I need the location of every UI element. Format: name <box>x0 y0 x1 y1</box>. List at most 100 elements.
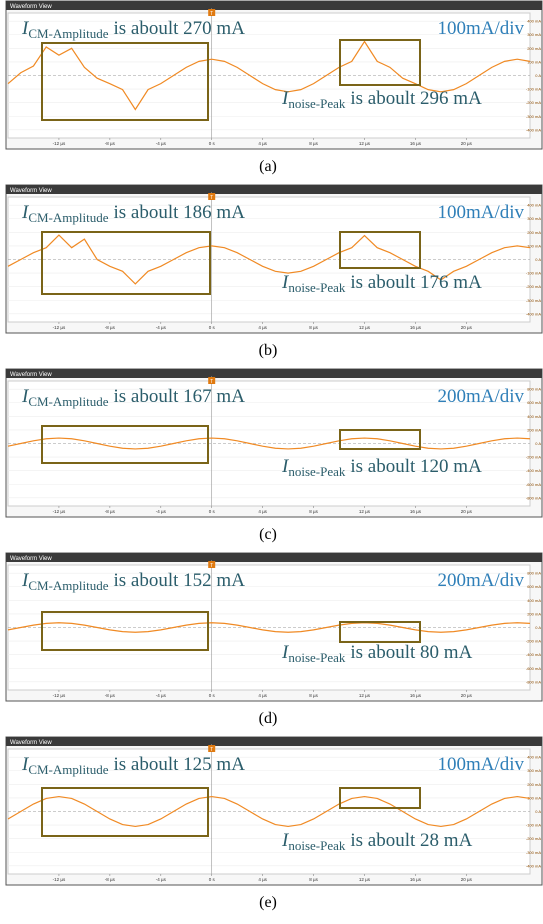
x-tick-label: -12 µs <box>53 325 66 330</box>
y-tick-label: -800 mA <box>526 679 541 684</box>
x-tick-label: 4 µs <box>258 509 267 514</box>
title-bar <box>6 1 542 10</box>
y-tick-label: 200 mA <box>527 46 541 51</box>
title-bar <box>6 737 542 746</box>
x-tick-label: 20 µs <box>461 877 473 882</box>
annotation-text: is aboult 125 mA <box>114 754 246 775</box>
y-tick-label: -200 mA <box>526 284 541 289</box>
y-tick-label: 0 A <box>535 73 541 78</box>
window-title: Waveform View <box>10 188 52 194</box>
y-tick-label: -100 mA <box>526 87 541 92</box>
caption: (e) <box>259 894 277 911</box>
trigger-label: T <box>210 747 213 753</box>
y-tick-label: 300 mA <box>527 216 541 221</box>
x-tick-label: 20 µs <box>461 141 473 146</box>
y-tick-label: 800 mA <box>527 387 541 392</box>
panel: Waveform View800 mA600 mA400 mA200 mA0 A… <box>6 369 542 543</box>
x-tick-label: 20 µs <box>461 509 473 514</box>
y-tick-label: -400 mA <box>526 468 541 473</box>
y-tick-label: -100 mA <box>526 823 541 828</box>
caption: (a) <box>259 158 277 175</box>
x-tick-label: 12 µs <box>359 877 371 882</box>
annotation-subscript: noise-Peak <box>288 96 346 111</box>
caption: (d) <box>259 710 278 727</box>
y-tick-label: 300 mA <box>527 768 541 773</box>
window-title: Waveform View <box>10 740 52 746</box>
x-tick-label: -8 µs <box>105 325 116 330</box>
y-tick-label: -100 mA <box>526 271 541 276</box>
x-tick-label: 8 µs <box>309 509 318 514</box>
scale-label: 100mA/div <box>437 754 524 775</box>
annotation-text: is aboult 120 mA <box>350 456 482 477</box>
x-tick-label: -4 µs <box>156 325 167 330</box>
x-tick-label: -4 µs <box>156 141 167 146</box>
y-tick-label: -300 mA <box>526 114 541 119</box>
y-tick-label: 100 mA <box>527 59 541 64</box>
annotation-subscript: CM-Amplitude <box>28 394 108 409</box>
y-tick-label: 200 mA <box>527 611 541 616</box>
x-tick-label: -4 µs <box>156 693 167 698</box>
scale-label: 100mA/div <box>437 18 524 39</box>
panel: Waveform View400 mA300 mA200 mA100 mA0 A… <box>6 1 542 175</box>
window-title: Waveform View <box>10 372 52 378</box>
x-tick-label: 12 µs <box>359 325 371 330</box>
y-tick-label: -200 mA <box>526 455 541 460</box>
y-tick-label: 0 A <box>535 625 541 630</box>
annotation-text: is aboult 80 mA <box>350 642 472 663</box>
annotation-text: is aboult 28 mA <box>350 830 472 851</box>
annotation-text: is aboult 176 mA <box>350 272 482 293</box>
trigger-label: T <box>210 11 213 17</box>
x-tick-label: 12 µs <box>359 141 371 146</box>
annotation-text: is aboult 167 mA <box>114 386 246 407</box>
panel: Waveform View400 mA300 mA200 mA100 mA0 A… <box>6 737 542 911</box>
x-tick-label: -12 µs <box>53 509 66 514</box>
trigger-label: T <box>210 195 213 201</box>
x-tick-label: 0 s <box>209 693 216 698</box>
title-bar <box>6 185 542 194</box>
title-bar <box>6 553 542 562</box>
window-title: Waveform View <box>10 556 52 562</box>
x-tick-label: 0 s <box>209 877 216 882</box>
y-tick-label: -200 mA <box>526 836 541 841</box>
y-tick-label: -300 mA <box>526 298 541 303</box>
y-tick-label: 0 A <box>535 441 541 446</box>
x-tick-label: 20 µs <box>461 693 473 698</box>
y-tick-label: 0 A <box>535 809 541 814</box>
scale-label: 100mA/div <box>437 202 524 223</box>
title-bar <box>6 369 542 378</box>
x-tick-label: 8 µs <box>309 877 318 882</box>
x-tick-label: 4 µs <box>258 877 267 882</box>
x-tick-label: -12 µs <box>53 141 66 146</box>
x-tick-label: -12 µs <box>53 877 66 882</box>
annotation-subscript: noise-Peak <box>288 280 346 295</box>
y-tick-label: 400 mA <box>527 598 541 603</box>
annotation-subscript: noise-Peak <box>288 464 346 479</box>
x-tick-label: -12 µs <box>53 693 66 698</box>
x-tick-label: 16 µs <box>410 877 422 882</box>
x-tick-label: 8 µs <box>309 141 318 146</box>
y-tick-label: 800 mA <box>527 571 541 576</box>
x-tick-label: 4 µs <box>258 141 267 146</box>
x-tick-label: -4 µs <box>156 509 167 514</box>
x-tick-label: -8 µs <box>105 141 116 146</box>
annotation-subscript: CM-Amplitude <box>28 578 108 593</box>
x-tick-label: 12 µs <box>359 693 371 698</box>
y-tick-label: 200 mA <box>527 782 541 787</box>
y-tick-label: 600 mA <box>527 584 541 589</box>
annotation-text: is aboult 186 mA <box>114 202 246 223</box>
y-tick-label: -200 mA <box>526 639 541 644</box>
scale-label: 200mA/div <box>437 386 524 407</box>
window-title: Waveform View <box>10 4 52 10</box>
y-tick-label: 200 mA <box>527 427 541 432</box>
y-tick-label: -300 mA <box>526 850 541 855</box>
panel: Waveform View 800 mA 600 mA 400 mA 200 mA 0 A… <box>6 553 542 727</box>
x-tick-label: 12 µs <box>359 509 371 514</box>
y-tick-label: 400 mA <box>527 19 541 24</box>
x-tick-label: 16 µs <box>410 509 422 514</box>
y-tick-label: -400 mA <box>526 863 541 868</box>
y-tick-label: -400 mA <box>526 127 541 132</box>
annotation-subscript: noise-Peak <box>288 650 346 665</box>
x-tick-label: 16 µs <box>410 325 422 330</box>
x-tick-label: 0 s <box>209 325 216 330</box>
annotation-text: is aboult 296 mA <box>350 88 482 109</box>
